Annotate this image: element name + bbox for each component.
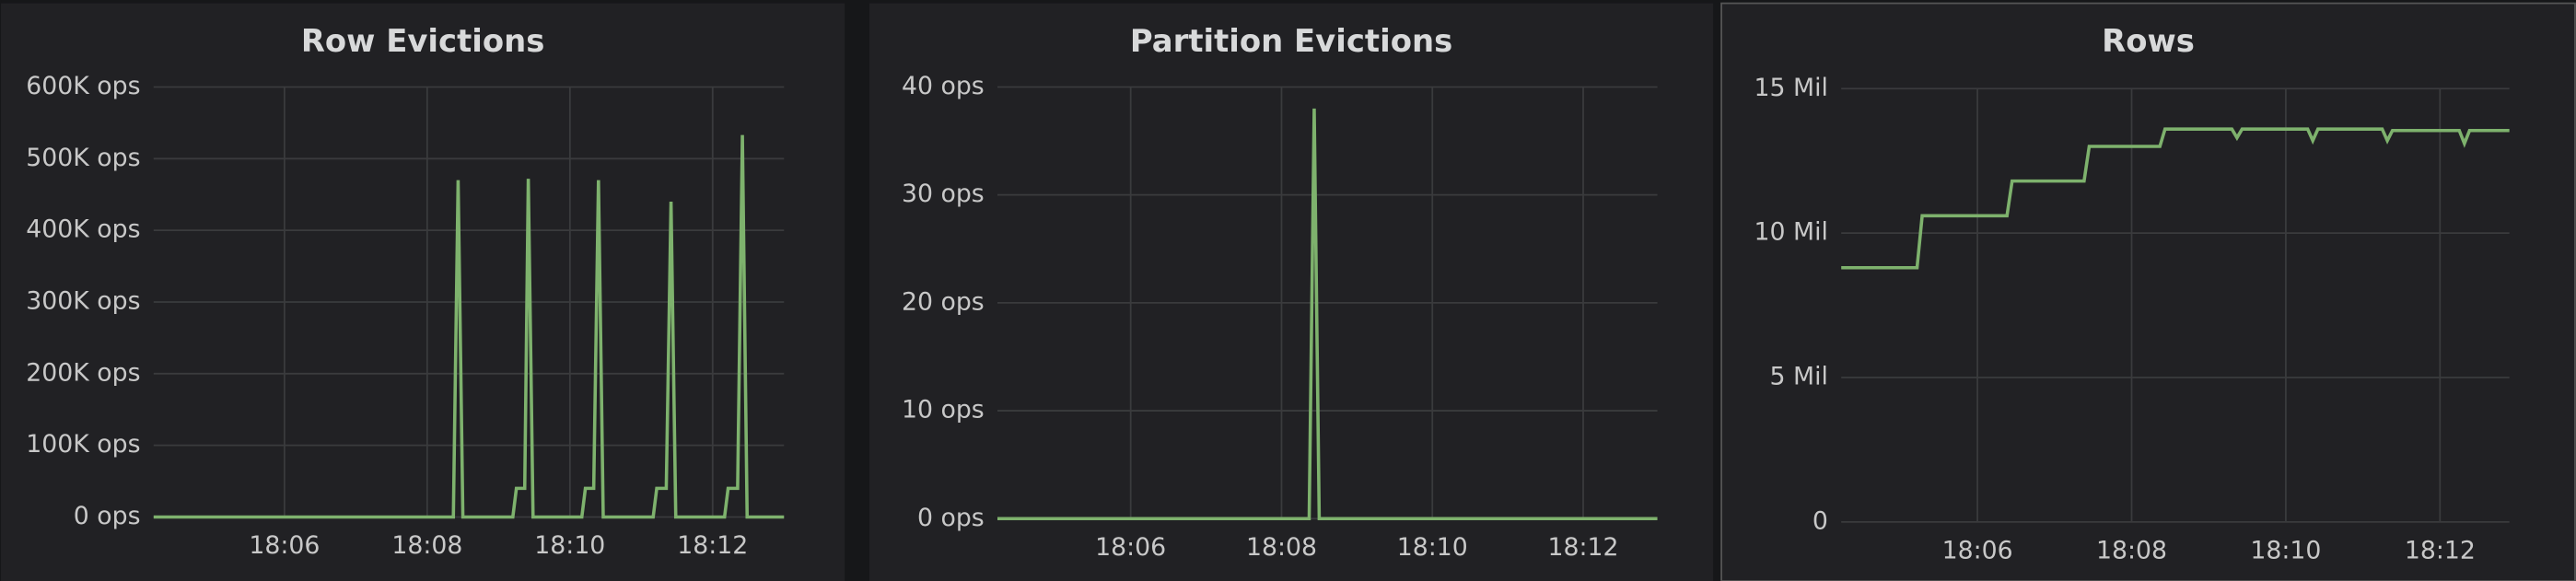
y-tick-label: 15 Mil — [1754, 74, 1828, 102]
panel — [1, 3, 845, 581]
x-tick-label: 18:08 — [1246, 533, 1317, 562]
y-tick-label: 100K ops — [26, 430, 140, 459]
data-line — [997, 108, 1658, 521]
panel — [1720, 2, 2576, 581]
y-tick-label: 30 ops — [902, 180, 985, 208]
x-tick-label: 18:06 — [1095, 533, 1166, 562]
x-tick-label: 18:06 — [249, 531, 320, 560]
y-tick-label: 0 ops — [917, 504, 985, 532]
panel — [868, 3, 1714, 581]
x-tick-label: 18:10 — [534, 531, 605, 560]
x-tick-label: 18:10 — [1397, 533, 1468, 562]
x-tick-label: 18:12 — [1548, 533, 1619, 562]
y-tick-label: 0 — [1813, 506, 1828, 535]
data-line — [1841, 127, 2510, 270]
x-tick-label: 18:12 — [677, 531, 748, 560]
x-tick-label: 18:08 — [391, 531, 462, 560]
y-tick-label: 40 ops — [902, 72, 985, 100]
x-tick-label: 18:12 — [2405, 536, 2476, 564]
y-tick-label: 10 Mil — [1754, 218, 1828, 247]
y-tick-label: 20 ops — [902, 287, 985, 316]
x-tick-label: 18:08 — [2096, 536, 2167, 564]
y-tick-label: 600K ops — [26, 72, 140, 100]
x-tick-label: 18:06 — [1942, 536, 2013, 564]
y-tick-label: 5 Mil — [1770, 362, 1828, 390]
panel-title: Row Evictions — [301, 23, 545, 59]
y-tick-label: 0 ops — [74, 502, 141, 530]
y-tick-label: 200K ops — [26, 358, 140, 387]
panel-title: Partition Evictions — [1130, 23, 1452, 59]
panel-title: Rows — [2102, 23, 2195, 59]
y-tick-label: 500K ops — [26, 144, 140, 172]
y-tick-label: 400K ops — [26, 215, 140, 244]
data-line — [153, 134, 785, 519]
y-tick-label: 10 ops — [902, 396, 985, 424]
y-tick-label: 300K ops — [26, 286, 140, 315]
x-tick-label: 18:10 — [2250, 536, 2321, 564]
